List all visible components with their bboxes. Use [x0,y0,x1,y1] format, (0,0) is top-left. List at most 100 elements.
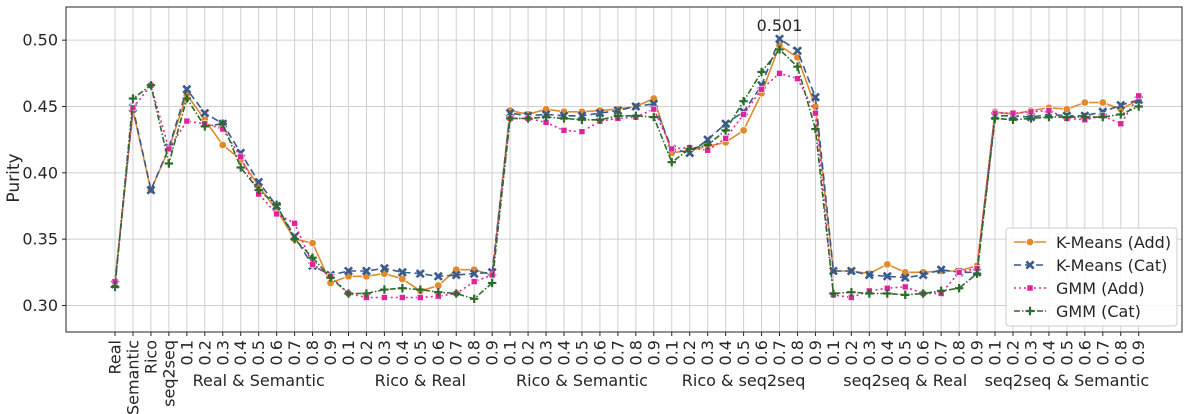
data-point [1135,92,1143,100]
legend-marker [1025,306,1035,316]
x-tick-label: 0.1 [177,340,196,365]
series-line [114,48,1140,300]
x-tick-label: 0.1 [501,340,520,365]
data-point [398,284,407,293]
marker-stroke [703,135,713,145]
x-tick-label: Rico [141,340,160,374]
marker-stroke [739,96,748,106]
data-point [740,111,747,118]
x-tick-label: 0.8 [950,340,969,365]
data-point [399,294,406,301]
marker-stroke [667,158,676,167]
data-point [129,104,137,112]
marker-stroke [361,266,371,276]
x-tick-label: 0.1 [986,340,1005,365]
data-point [739,126,748,135]
plot-area [65,6,1183,333]
data-point [613,111,623,120]
marker-stroke [523,114,533,123]
data-point [722,135,729,142]
group-label: Rico & Real [375,371,466,390]
marker-stroke [1098,112,1107,122]
x-tick-label: 0.4 [555,340,574,365]
data-point [1009,109,1017,117]
data-point [1134,102,1143,111]
group-label: Real & Semantic [193,371,325,390]
data-point [595,115,605,124]
data-point [578,128,586,135]
marker-stroke [290,234,299,244]
data-point [541,112,551,122]
marker-stroke [146,81,156,90]
x-tick-label: 0.7 [608,340,627,365]
marker-stroke [254,185,263,195]
data-point [775,34,785,44]
x-tick-label: 0.8 [303,340,322,365]
marker-stroke [236,163,245,172]
data-point [883,289,892,298]
data-point [559,114,569,123]
data-point [433,271,443,281]
data-point [218,140,227,150]
x-axis: RealSemanticRicoseq2seq0.10.20.30.40.50.… [106,332,1148,414]
marker-stroke [883,289,892,298]
data-point [972,269,982,278]
data-point [631,101,641,112]
legend-label: K-Means (Add) [1056,233,1171,252]
marker-stroke [110,282,120,292]
marker-stroke [721,126,730,135]
peak-annotation: 0.501 [757,16,803,35]
data-point [776,70,783,77]
marker-stroke [595,108,605,118]
marker-stroke [470,294,479,304]
data-point [758,85,765,93]
data-point [470,294,479,304]
x-tick-label: 0.2 [842,340,861,365]
marker-stroke [182,94,192,103]
x-tick-label: 0.6 [914,340,933,365]
marker-stroke [308,253,317,262]
data-point [792,46,802,56]
marker-stroke [810,92,820,102]
y-tick-label: 0.50 [22,31,58,50]
data-point [290,234,299,244]
data-point [146,81,156,90]
marker-stroke [757,67,766,77]
legend-marker [1025,260,1035,270]
marker-stroke [613,111,623,120]
marker-stroke [792,46,802,56]
data-point [1062,112,1072,122]
x-tick-label: 0.8 [465,340,484,365]
x-tick-label: 0.4 [878,340,897,365]
data-point [649,112,658,122]
marker-stroke [451,270,461,280]
x-tick-label: 0.5 [1057,340,1076,365]
marker-stroke [1026,114,1036,123]
data-point [1098,98,1107,107]
data-point [703,140,712,150]
data-point [254,185,263,195]
x-tick-label: 0.7 [1093,340,1112,365]
marker-stroke [919,289,928,298]
group-label: seq2seq & Semantic [985,371,1150,390]
data-point [469,269,479,279]
data-point [721,126,730,135]
marker-stroke [1008,115,1018,124]
x-tick-label: 0.5 [896,340,915,365]
marker-stroke [577,115,587,124]
data-point [703,135,713,145]
legend-box [1005,227,1178,327]
data-point [757,67,766,77]
data-point [183,117,191,125]
marker-stroke [882,271,892,281]
x-tick-label: 0.6 [1075,340,1094,365]
marker-stroke [900,273,910,283]
data-point [882,271,892,281]
group-labels: Real & Semantic Rico & Real Rico & Semanti… [193,371,1150,390]
marker-stroke [864,270,874,280]
marker-stroke [721,119,731,129]
marker-stroke [469,269,479,279]
x-tick-label: seq2seq [159,340,178,407]
data-point [954,284,964,293]
